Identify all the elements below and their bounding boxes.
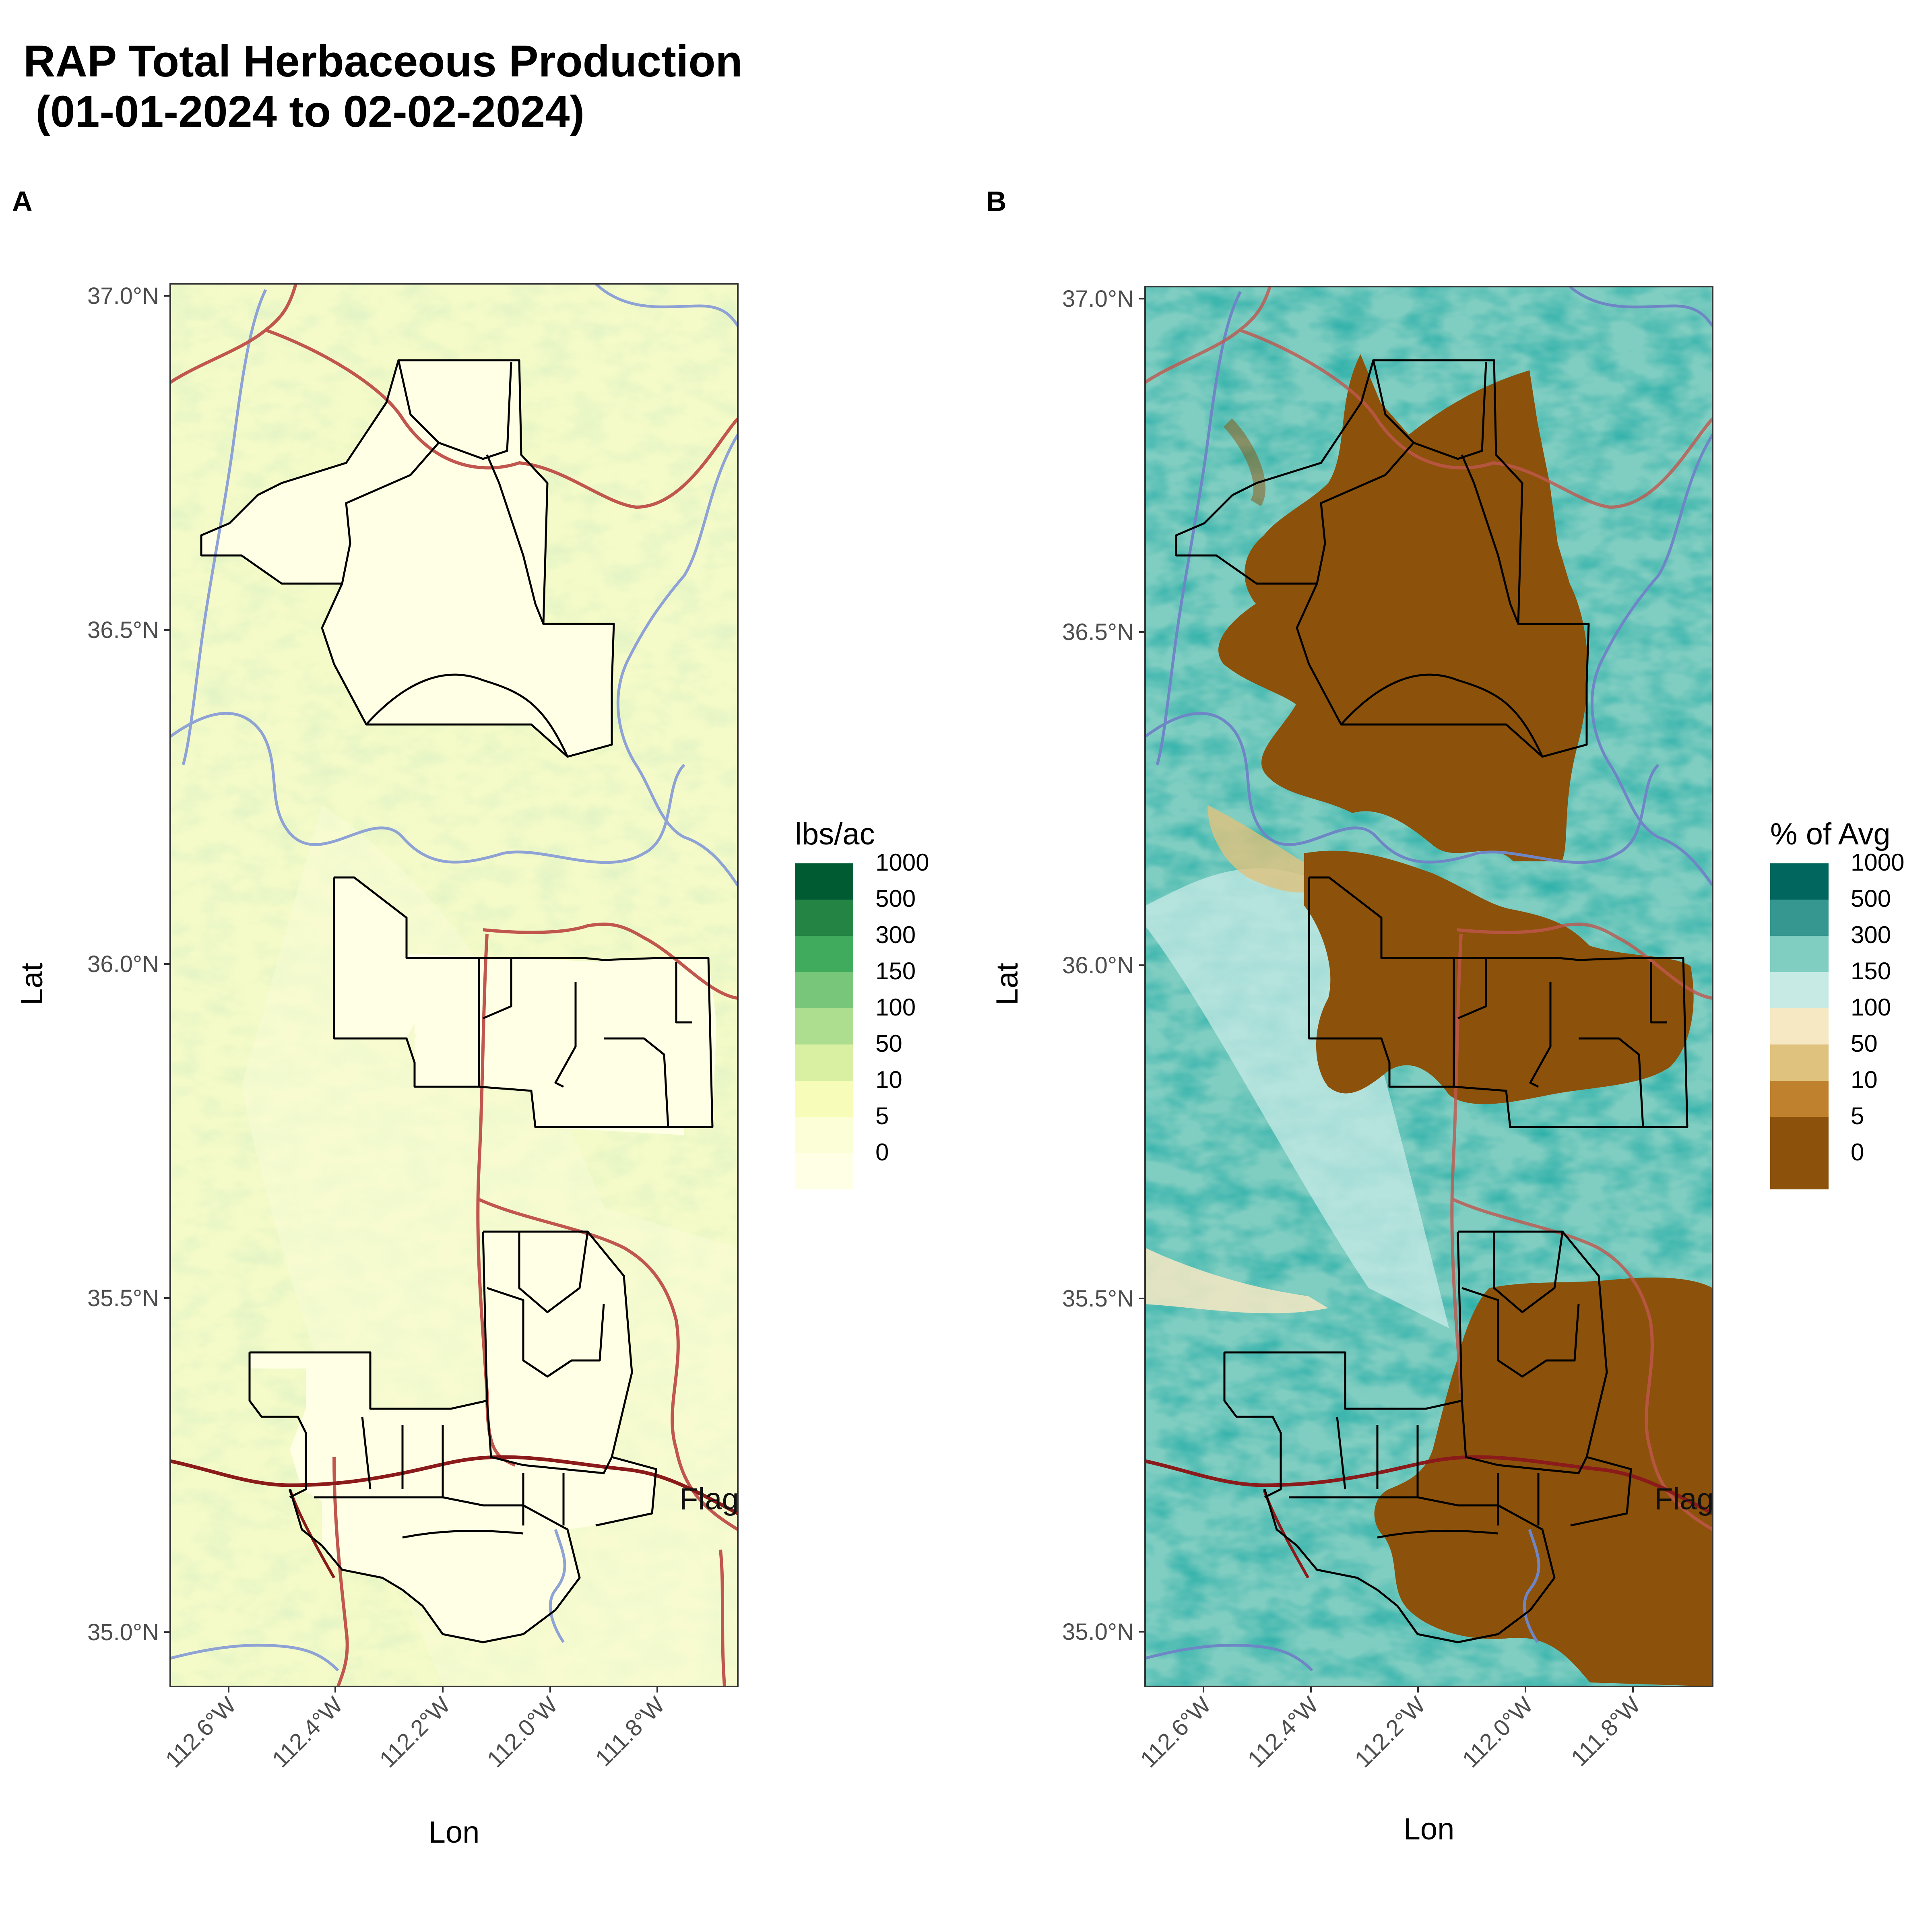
panel-a-legend-label: 500	[875, 885, 916, 912]
panel-a-legend-label: 10	[875, 1066, 902, 1093]
panel-b-highway	[1145, 1455, 1713, 1515]
panel-b-tag: B	[986, 186, 1007, 217]
panel-b-legend-label: 50	[1851, 1030, 1878, 1057]
panel-b-map: Flag	[1144, 286, 1714, 1687]
panel-a-y-axis: 37.0°N 36.5°N 36.0°N 35.5°N 35.0°N Lat	[15, 283, 170, 1645]
panel-b-rivers	[1145, 287, 1713, 1672]
panel-b-lon-tick: 112.4°W	[1243, 1692, 1324, 1773]
panel-a-city-label: Flag	[679, 1482, 739, 1516]
panel-a-legend-swatch	[795, 1081, 853, 1117]
panel-b-legend-label: 1000	[1851, 849, 1904, 876]
panel-a-legend-label: 100	[875, 994, 916, 1021]
panel-b-legend-swatch	[1770, 1044, 1829, 1081]
panel-b-allotments	[1175, 359, 1688, 1643]
panel-a-frame	[169, 283, 739, 1687]
panel-a-rivers	[170, 284, 738, 1672]
panel-b-legend-swatch	[1770, 1117, 1829, 1153]
panel-a-lat-tick: 36.0°N	[87, 951, 159, 977]
panel-b-legend-swatch	[1770, 900, 1829, 936]
panel-b-legend-label: 300	[1851, 921, 1891, 948]
panel-b-frame	[1144, 286, 1713, 1687]
panel-a-y-title: Lat	[15, 963, 49, 1005]
panel-a-legend-label: 0	[875, 1139, 889, 1166]
panel-a-legend-label: 50	[875, 1030, 902, 1057]
panel-a-legend-swatch	[795, 972, 853, 1008]
panel-b-y-title: Lat	[990, 963, 1024, 1005]
figure-title: RAP Total Herbaceous Production (01-01-2…	[23, 37, 743, 136]
panel-b-legend-swatch	[1770, 1081, 1829, 1117]
panel-a-map: Flag	[169, 283, 739, 1687]
panel-a-lon-tick: 112.2°W	[375, 1692, 456, 1773]
panel-b-legend-label: 500	[1851, 885, 1891, 912]
panel-b-legend-swatch	[1770, 863, 1829, 900]
panel-a-allotments	[200, 359, 714, 1643]
panel-a-lon-tick: 112.0°W	[482, 1692, 563, 1773]
panel-a-lon-tick: 112.6°W	[161, 1692, 242, 1773]
legend-title: % of Avg	[1770, 817, 1891, 851]
panel-a-lon-tick: 112.4°W	[267, 1692, 348, 1773]
panel-a-lat-tick: 35.0°N	[87, 1619, 159, 1645]
panel-b-x-axis: 112.6°W 112.4°W 112.2°W 112.0°W 111.8°W …	[1135, 1686, 1646, 1846]
panel-a-legend-label: 150	[875, 958, 916, 985]
panel-a-x-axis: 112.6°W 112.4°W 112.2°W 112.0°W 111.8°W …	[161, 1686, 670, 1849]
panel-a-highway	[170, 1455, 738, 1515]
panel-a-legend-swatch	[795, 1153, 853, 1189]
panel-b-x-title: Lon	[1404, 1812, 1455, 1846]
panel-a-legend-label: 5	[875, 1102, 889, 1129]
panel-b-legend-swatch	[1770, 972, 1829, 1008]
panel-b-lon-tick: 112.6°W	[1135, 1692, 1216, 1773]
panel-a-lat-tick: 36.5°N	[87, 617, 159, 643]
panel-a-legend-swatch	[795, 1044, 853, 1081]
panel-b-roads	[1145, 287, 1713, 1531]
panel-a-tag: A	[12, 186, 33, 217]
panel-b-legend-label: 150	[1851, 958, 1891, 985]
panel-b-lat-tick: 36.5°N	[1062, 619, 1134, 645]
panel-b-lon-tick: 112.2°W	[1350, 1692, 1431, 1773]
panel-a-allotment-fill	[201, 360, 716, 1642]
panel-a-legend-swatch	[795, 936, 853, 972]
panel-a-legend-swatch	[795, 1117, 853, 1153]
panel-b-city-label: Flag	[1654, 1482, 1714, 1516]
panel-a-lon-tick: 111.8°W	[590, 1692, 670, 1771]
panel-b-lat-tick: 35.5°N	[1062, 1286, 1134, 1312]
panel-b-y-axis: 37.0°N 36.5°N 36.0°N 35.5°N 35.0°N Lat	[990, 286, 1145, 1645]
panel-b-legend-label: 5	[1851, 1102, 1864, 1129]
panel-a-legend-swatch	[795, 863, 853, 900]
panel-a-legend-label: 300	[875, 921, 916, 948]
legend-title: lbs/ac	[795, 817, 875, 851]
panel-b-lat-tick: 36.0°N	[1062, 952, 1134, 978]
panel-a-x-title: Lon	[429, 1815, 480, 1849]
panel-b-legend-swatch	[1770, 1008, 1829, 1044]
panel-b-legend-swatch	[1770, 936, 1829, 972]
panel-b-legend-label: 0	[1851, 1139, 1864, 1166]
panel-b-lon-tick: 112.0°W	[1457, 1692, 1538, 1773]
panel-b-lat-tick: 35.0°N	[1062, 1619, 1134, 1645]
panel-a-legend-label: 1000	[875, 849, 929, 876]
panel-a-legend-swatch	[795, 900, 853, 936]
panel-a-lat-tick: 35.5°N	[87, 1285, 159, 1311]
panel-b-legend-label: 10	[1851, 1066, 1878, 1093]
panel-a-legend-swatch	[795, 1008, 853, 1044]
panel-b-legend-swatch	[1770, 1153, 1829, 1189]
panel-b-legend-label: 100	[1851, 994, 1891, 1021]
panel-b-lat-tick: 37.0°N	[1062, 286, 1134, 312]
panel-b-lon-tick: 111.8°W	[1566, 1692, 1646, 1771]
panel-a-lat-tick: 37.0°N	[87, 283, 159, 309]
